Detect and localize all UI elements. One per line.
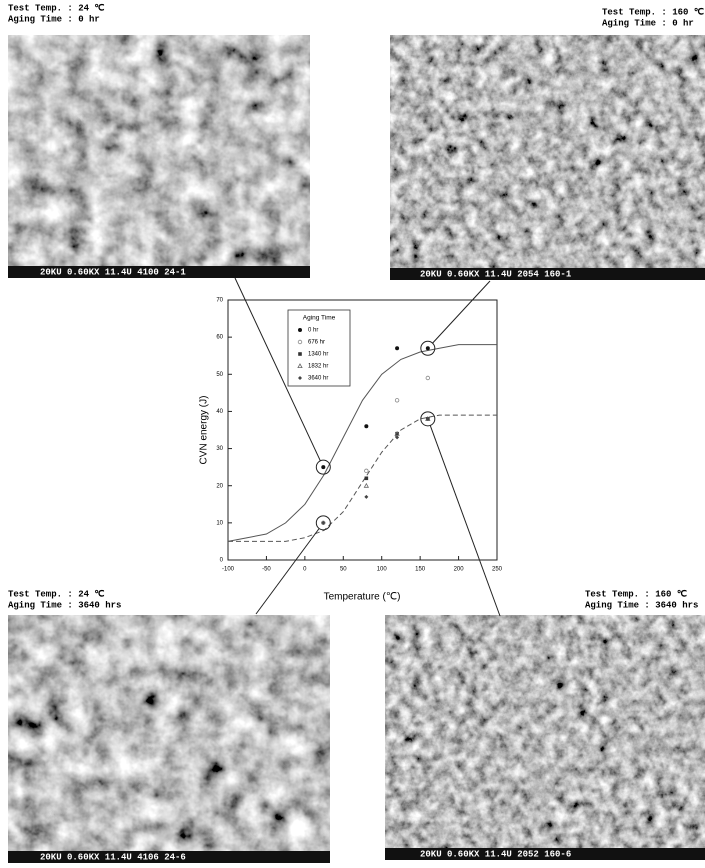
x-tick-label: -50 (262, 567, 271, 573)
point (394, 430, 400, 436)
sem-bar-text: 20KU 0.60KX 11.4U 2054 160-1 (420, 269, 572, 279)
fit-curve (227, 344, 497, 542)
x-tick-label: 50 (340, 567, 347, 573)
point (394, 398, 400, 403)
aging-time: Aging Time : 0 hr (602, 18, 694, 28)
test-temp: Test Temp. : 24 ℃ (8, 588, 105, 599)
connector (255, 528, 320, 615)
fit-curve (228, 414, 497, 542)
y-tick-label: 30 (216, 446, 223, 452)
legend-title: Aging Time (303, 315, 336, 322)
aging-time: Aging Time : 0 hr (8, 14, 100, 24)
x-tick-label: 0 (303, 567, 307, 573)
highlight-circle (315, 459, 331, 475)
y-tick-label: 0 (220, 558, 224, 564)
x-tick-label: 100 (377, 567, 388, 573)
connector (429, 425, 501, 617)
legend-label: 0 hr (308, 328, 318, 334)
point (395, 346, 400, 351)
point (321, 520, 326, 525)
point (425, 346, 430, 351)
point (395, 431, 399, 436)
x-tick-label: 250 (492, 567, 503, 573)
legend-marker (298, 376, 302, 380)
y-tick-label: 70 (216, 298, 223, 304)
x-axis-label: Temperature (℃) (324, 592, 401, 603)
y-tick-label: 50 (216, 372, 223, 378)
sem-image: 20KU 0.60KX 11.4U 2054 160-1 Test Temp. … (390, 6, 705, 280)
test-temp: Test Temp. : 24 ℃ (8, 2, 105, 13)
highlight-circle (315, 515, 331, 531)
plot-frame (227, 299, 498, 561)
legend (287, 309, 351, 387)
legend-marker (298, 328, 302, 332)
point (364, 494, 369, 499)
sem-image: 20KU 0.60KX 11.4U 4106 24-6 Test Temp. :… (8, 588, 330, 863)
point (364, 476, 369, 481)
sem-bar-text: 20KU 0.60KX 11.4U 4100 24-1 (40, 267, 186, 277)
point (364, 468, 369, 474)
y-tick-label: 20 (216, 483, 223, 489)
connector (234, 277, 321, 462)
y-tick-label: 60 (216, 335, 223, 341)
test-temp: Test Temp. : 160 ℃ (585, 588, 687, 599)
legend-marker (298, 352, 302, 356)
x-tick-label: -100 (222, 567, 235, 573)
point (363, 482, 370, 488)
legend-marker (297, 363, 303, 368)
sem-bar-text: 20KU 0.60KX 11.4U 4106 24-6 (40, 852, 186, 862)
y-tick-label: 10 (216, 520, 223, 526)
aging-time: Aging Time : 3640 hrs (8, 600, 121, 610)
legend-label: 3640 hr (308, 376, 328, 382)
sem-image: 20KU 0.60KX 11.4U 4100 24-1 Test Temp. :… (8, 2, 310, 278)
legend-marker (297, 339, 303, 345)
x-tick-label: 150 (415, 567, 426, 573)
x-tick-label: 200 (454, 567, 465, 573)
legend-label: 1340 hr (308, 352, 328, 358)
point (364, 424, 369, 429)
point (425, 416, 430, 421)
point (321, 465, 326, 470)
legend-label: 1832 hr (308, 364, 328, 370)
sem-image: 20KU 0.60KX 11.4U 2052 160-6 Test Temp. … (385, 588, 705, 860)
y-tick-label: 40 (216, 409, 223, 415)
sem-bar-text: 20KU 0.60KX 11.4U 2052 160-6 (420, 849, 571, 859)
test-temp: Test Temp. : 160 ℃ (602, 6, 704, 17)
connector (432, 280, 491, 344)
point (425, 375, 431, 381)
aging-time: Aging Time : 3640 hrs (585, 600, 698, 610)
y-axis-label: CVN energy (J) (199, 396, 210, 465)
highlight-circle (420, 340, 436, 356)
highlight-circle (420, 411, 436, 427)
point (395, 435, 400, 440)
legend-label: 676 hr (308, 340, 325, 346)
